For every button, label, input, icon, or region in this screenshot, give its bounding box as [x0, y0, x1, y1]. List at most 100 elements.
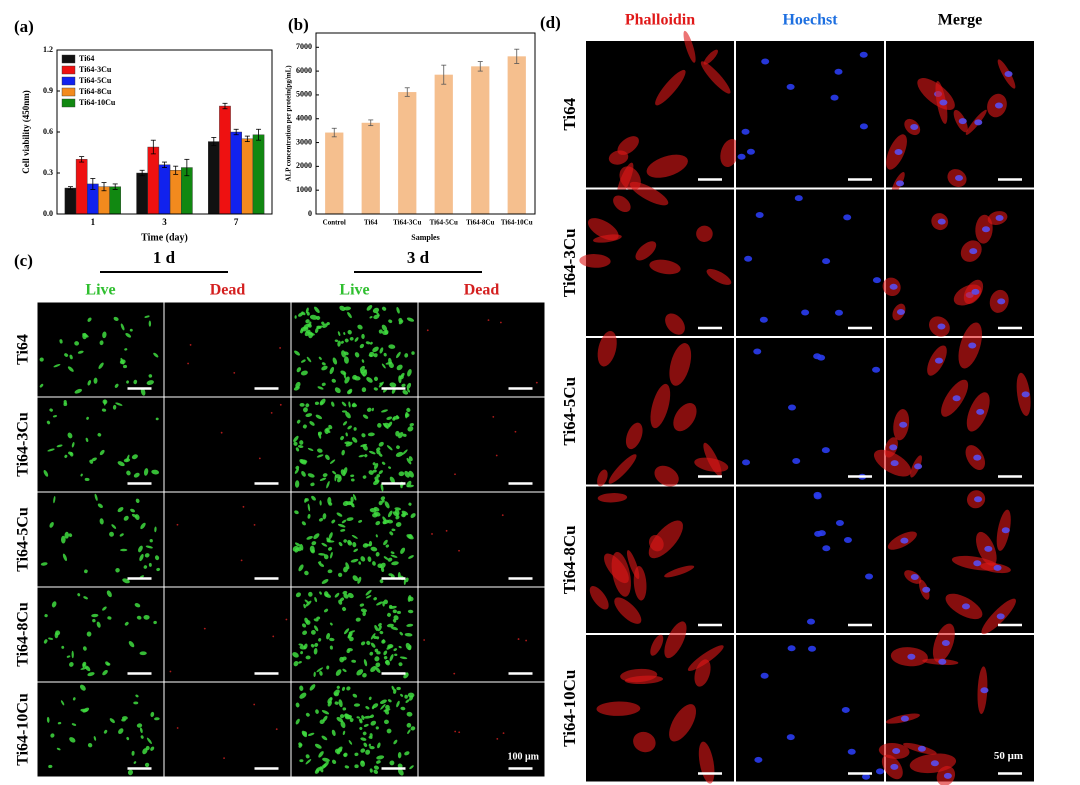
cell [49, 521, 54, 528]
cell [348, 401, 351, 408]
cell [342, 707, 347, 711]
actin [683, 30, 696, 63]
cell [496, 737, 499, 740]
nucleus [843, 537, 852, 544]
nucleus [973, 454, 982, 461]
cell [366, 305, 373, 311]
actin [665, 313, 685, 335]
cell [343, 628, 350, 635]
cell [458, 549, 460, 552]
cell [370, 720, 377, 726]
cell [49, 408, 53, 412]
cell [301, 623, 307, 628]
nucleus [968, 342, 977, 349]
cell [293, 441, 298, 446]
cell [423, 639, 426, 641]
cell [301, 521, 306, 526]
actin [703, 442, 722, 477]
cell [334, 339, 339, 342]
row-label: Ti64-10Cu [15, 693, 32, 766]
cell [86, 416, 89, 420]
cell [77, 593, 81, 597]
cell [138, 545, 143, 553]
column-label: Hoechst [782, 12, 838, 29]
cell [321, 382, 326, 387]
legend-label: Ti64-8Cu [79, 87, 112, 96]
cell [365, 706, 370, 710]
cell [375, 662, 381, 668]
nucleus [746, 148, 755, 155]
actin [597, 493, 628, 503]
cell [525, 639, 528, 642]
cell [148, 374, 153, 378]
cell [369, 768, 373, 773]
cell [131, 750, 135, 756]
cells [293, 398, 414, 492]
nucleus [930, 760, 939, 767]
y-tick-label: 0.9 [43, 86, 53, 95]
bar [507, 56, 526, 214]
cell [353, 376, 361, 381]
cell [307, 513, 311, 519]
actin [654, 465, 679, 487]
cell [39, 383, 44, 388]
cell [373, 353, 378, 358]
nucleus [737, 153, 746, 160]
micrograph [736, 189, 884, 336]
actin [613, 195, 631, 213]
cell [299, 543, 304, 551]
micrograph [164, 302, 291, 397]
nucleus [943, 772, 952, 779]
cell [316, 667, 324, 673]
cell [348, 502, 355, 506]
legend-swatch [61, 54, 76, 64]
row-label: Ti64-8Cu [15, 602, 32, 667]
cell [131, 454, 138, 460]
cell [389, 476, 395, 484]
row-label: Ti64 [560, 97, 579, 130]
cell [387, 699, 392, 703]
cell [83, 596, 88, 600]
cell [374, 479, 380, 483]
cell [39, 357, 44, 362]
cell [109, 718, 115, 724]
cell [383, 708, 391, 712]
nucleus [914, 463, 923, 470]
cell [348, 740, 353, 745]
cell [294, 542, 301, 547]
cell [48, 637, 54, 640]
cell [406, 382, 412, 389]
x-tick-label: Ti64-8Cu [466, 219, 494, 227]
cells [806, 491, 874, 625]
cell [369, 745, 375, 750]
cell [407, 595, 412, 602]
cell [146, 380, 154, 386]
cell [343, 539, 347, 543]
cell [253, 703, 256, 706]
cell [318, 562, 325, 567]
cell [82, 661, 87, 667]
cell [362, 475, 367, 479]
cell [102, 606, 107, 611]
panel-label: (c) [14, 251, 33, 270]
cell [220, 431, 223, 434]
cell [142, 748, 148, 755]
cell [298, 743, 303, 748]
cell [363, 659, 368, 667]
cell [99, 340, 104, 346]
y-axis-label: Cell viability (450nm) [21, 90, 31, 174]
cell [343, 332, 346, 336]
y-tick-label: 3000 [296, 137, 312, 146]
cell [303, 407, 308, 413]
cell [358, 561, 362, 565]
bar [64, 187, 77, 215]
micrograph [418, 587, 545, 682]
cell [397, 751, 402, 759]
legend-swatch [61, 87, 76, 97]
cell [99, 518, 104, 525]
cell [426, 329, 429, 332]
cell [492, 415, 495, 418]
cell [365, 341, 371, 345]
cell [120, 548, 128, 552]
cell [310, 482, 315, 487]
